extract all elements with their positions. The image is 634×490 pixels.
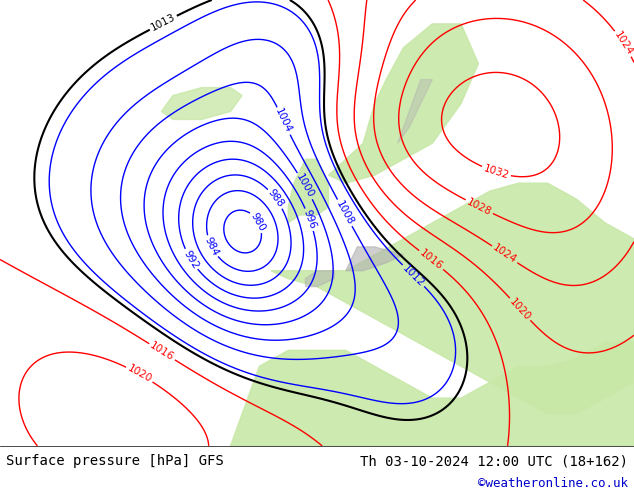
- Text: Surface pressure [hPa] GFS: Surface pressure [hPa] GFS: [6, 454, 224, 468]
- Text: 1000: 1000: [294, 172, 316, 200]
- Text: 1016: 1016: [148, 341, 176, 363]
- Text: 1016: 1016: [418, 248, 444, 272]
- Text: 1020: 1020: [507, 296, 533, 322]
- Text: 984: 984: [203, 235, 221, 258]
- Polygon shape: [162, 88, 242, 120]
- Polygon shape: [346, 247, 403, 270]
- Polygon shape: [271, 183, 634, 414]
- Text: Th 03-10-2024 12:00 UTC (18+162): Th 03-10-2024 12:00 UTC (18+162): [359, 454, 628, 468]
- Text: 996: 996: [302, 209, 318, 231]
- Polygon shape: [288, 159, 328, 223]
- Polygon shape: [306, 270, 334, 287]
- Text: 1012: 1012: [401, 263, 427, 289]
- Text: 1020: 1020: [126, 364, 153, 385]
- Polygon shape: [398, 80, 432, 144]
- Text: 1013: 1013: [149, 12, 178, 33]
- Polygon shape: [328, 24, 479, 183]
- Text: 992: 992: [181, 248, 200, 270]
- Polygon shape: [231, 343, 634, 446]
- Text: ©weatheronline.co.uk: ©weatheronline.co.uk: [477, 477, 628, 490]
- Text: 1028: 1028: [465, 196, 493, 217]
- Text: 980: 980: [249, 211, 267, 233]
- Text: 1024: 1024: [491, 243, 519, 266]
- Text: 988: 988: [266, 188, 285, 210]
- Text: 1008: 1008: [334, 199, 356, 227]
- Text: 1024: 1024: [612, 30, 634, 57]
- Text: 1032: 1032: [482, 163, 510, 181]
- Text: 1004: 1004: [273, 107, 294, 135]
